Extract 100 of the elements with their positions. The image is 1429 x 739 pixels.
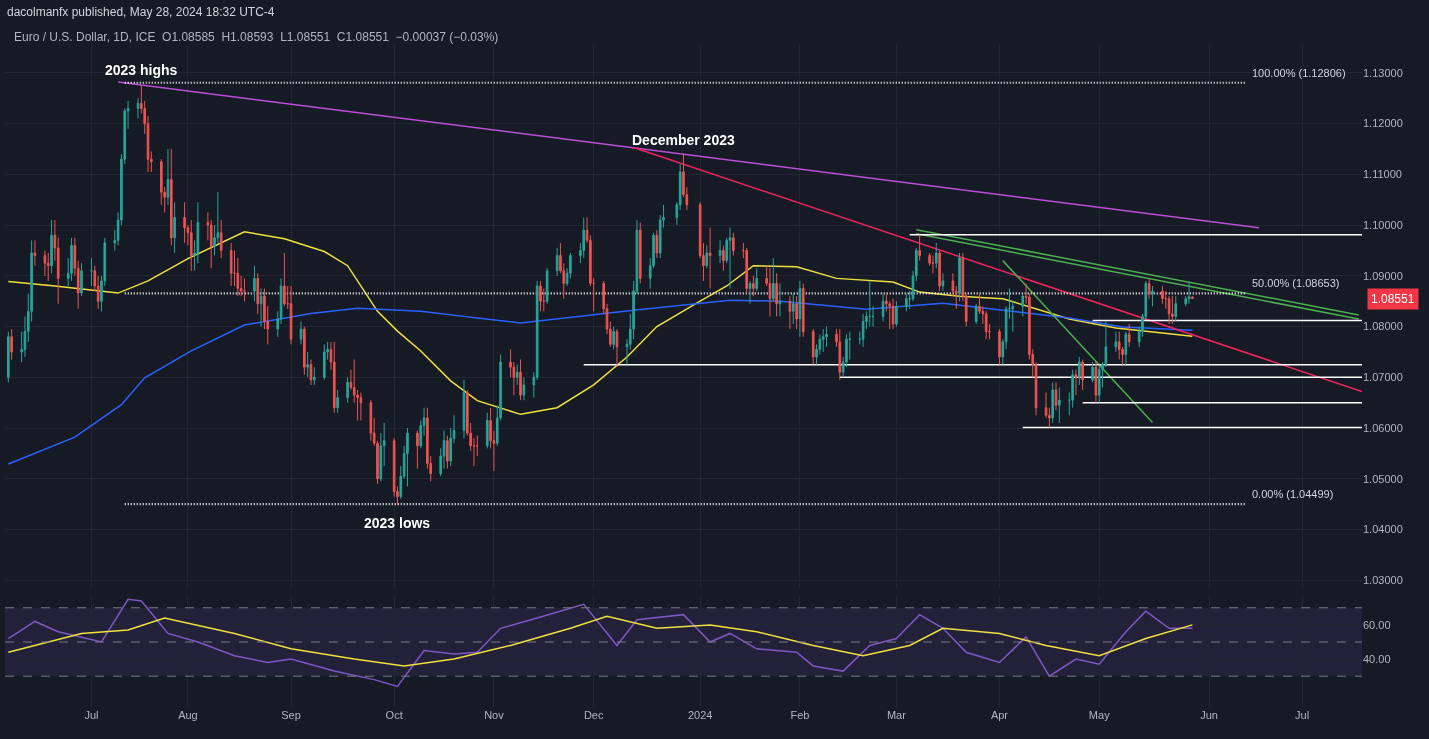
candlestick <box>359 392 363 421</box>
candlestick <box>705 244 709 269</box>
candlestick <box>189 219 193 272</box>
x-tick-label: Oct <box>385 709 403 721</box>
candlestick <box>1054 381 1058 411</box>
candlestick <box>299 321 303 345</box>
annotation: 2023 lows <box>364 515 431 531</box>
candlestick <box>406 427 409 487</box>
annotation: 50.00% (1.08653) <box>1252 277 1340 289</box>
candlestick <box>283 252 286 307</box>
candlestick <box>1094 361 1098 404</box>
y-tick-label: 1.13000 <box>1363 66 1403 79</box>
candlestick <box>931 255 935 274</box>
candlestick <box>80 262 83 297</box>
candlestick <box>1051 381 1054 424</box>
candlestick <box>728 227 732 290</box>
candlestick <box>259 288 263 328</box>
x-tick-label: Jun <box>1200 709 1218 721</box>
candlestick <box>485 412 489 449</box>
candlestick <box>1187 280 1191 305</box>
candlestick <box>256 272 260 315</box>
candlestick <box>346 376 349 404</box>
candlestick <box>861 313 865 348</box>
candlestick <box>612 326 615 350</box>
candlestick <box>821 328 825 353</box>
candlestick <box>582 217 586 259</box>
candlestick <box>309 359 313 386</box>
candlestick <box>253 265 256 302</box>
candlestick <box>1161 285 1164 305</box>
line-series <box>7 299 1194 465</box>
x-tick-label: Feb <box>790 709 810 721</box>
candlestick <box>775 272 778 317</box>
text: 1.08551 <box>1371 292 1415 306</box>
candlestick <box>169 148 173 246</box>
candlestick <box>755 267 758 292</box>
candlestick <box>166 148 170 206</box>
y-tick-label: 60.00 <box>1363 618 1391 631</box>
x-tick-label: Jul <box>84 709 99 721</box>
candlestick <box>10 328 13 361</box>
x-tick-label: Dec <box>583 709 604 721</box>
candlestick <box>881 293 885 323</box>
candlestick <box>655 229 659 259</box>
candlestick <box>1151 285 1154 307</box>
candlestick <box>934 242 938 269</box>
annotation: December 2023 <box>632 132 735 148</box>
candlestick <box>1074 369 1078 396</box>
candlestick <box>745 247 749 295</box>
candlestick <box>136 97 140 120</box>
candlestick <box>519 359 522 401</box>
candlestick <box>891 298 895 330</box>
candlestick <box>801 282 805 338</box>
x-tick-label: Apr <box>990 709 1009 721</box>
candlestick <box>788 295 792 330</box>
y-tick-label: 1.10000 <box>1363 218 1403 231</box>
y-tick-label: 40.00 <box>1363 652 1391 665</box>
candlestick <box>938 249 941 292</box>
candlestick <box>90 257 93 287</box>
candlestick <box>838 328 842 381</box>
candlestick <box>1127 323 1131 348</box>
y-tick-label: 1.11000 <box>1363 168 1402 181</box>
y-tick-label: 1.04000 <box>1363 523 1403 536</box>
candlestick <box>708 227 712 290</box>
candlestick <box>998 328 1001 366</box>
candlestick <box>1097 364 1101 404</box>
candlestick <box>718 239 722 264</box>
x-tick-label: Jul <box>1295 709 1310 721</box>
candlestick <box>974 303 978 325</box>
candlestick <box>229 242 233 287</box>
candlestick <box>33 239 37 267</box>
y-tick-label: 1.09000 <box>1363 269 1403 282</box>
candlestick <box>322 343 326 381</box>
candlestick <box>555 247 559 277</box>
candlestick <box>868 280 872 328</box>
candlestick <box>752 275 755 297</box>
candlestick <box>369 399 373 442</box>
x-tick-label: 2024 <box>687 709 713 721</box>
candlestick <box>7 331 10 383</box>
candlestick <box>791 293 795 325</box>
candlestick <box>638 222 642 284</box>
y-tick-label: 1.05000 <box>1363 472 1403 485</box>
line-series <box>7 230 1194 416</box>
y-tick-label: 1.07000 <box>1363 371 1403 384</box>
candlestick <box>1021 293 1025 317</box>
candlestick <box>1147 277 1151 300</box>
candlestick <box>1114 331 1118 353</box>
x-tick-label: May <box>1088 709 1111 721</box>
candlestick <box>50 219 53 274</box>
candlestick <box>306 351 309 378</box>
candlestick <box>1091 361 1094 383</box>
candlestick <box>462 379 466 439</box>
x-tick-label: Aug <box>178 709 198 721</box>
line-series <box>7 615 1194 667</box>
candlestick <box>771 257 775 302</box>
candlestick <box>173 201 176 254</box>
candlestick <box>1081 359 1084 391</box>
candlestick <box>722 244 725 272</box>
candlestick <box>545 267 549 305</box>
y-tick-label: 1.08000 <box>1363 320 1403 333</box>
candlestick <box>1058 386 1061 424</box>
candlestick <box>895 300 898 328</box>
